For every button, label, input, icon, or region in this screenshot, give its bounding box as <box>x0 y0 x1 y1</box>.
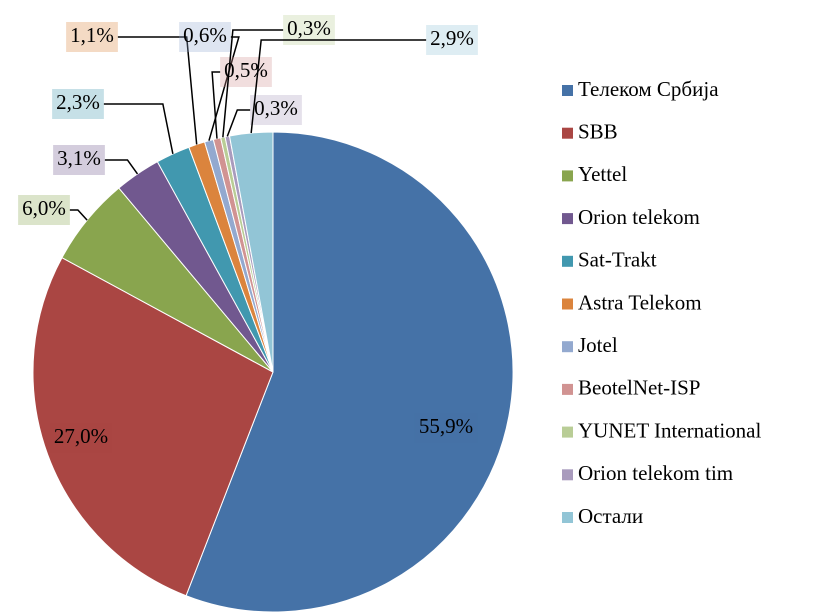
legend-swatch <box>562 170 573 182</box>
legend-label: Astra Telekom <box>578 290 702 314</box>
pie-slice <box>185 131 514 613</box>
data-label-box <box>52 89 104 119</box>
legend-swatch <box>562 298 573 310</box>
data-label: 6,0% <box>22 196 66 220</box>
data-label: 0,6% <box>183 23 227 47</box>
legend-label: Телеком Србија <box>578 77 719 101</box>
legend-label: Orion telekom tim <box>578 461 733 485</box>
legend-swatch <box>562 341 573 353</box>
data-label: 0,3% <box>287 16 331 40</box>
data-label-group: 3,1% <box>53 145 105 175</box>
pie-slice <box>32 257 274 597</box>
legend-swatch <box>562 426 573 438</box>
legend-label: BeotelNet-ISP <box>578 376 700 400</box>
legend-label: Остали <box>578 504 643 528</box>
data-label-group: 55,9% <box>414 413 478 443</box>
data-label: 55,9% <box>419 414 473 438</box>
data-label: 0,5% <box>224 58 268 82</box>
data-label-group: 0,6% <box>179 22 231 52</box>
data-label: 2,9% <box>430 26 474 50</box>
data-label-group: 27,0% <box>49 423 113 453</box>
legend-swatch <box>562 383 573 395</box>
data-label-group: 1,1% <box>66 22 118 52</box>
leader-line <box>226 109 251 137</box>
legend-swatch <box>562 255 573 267</box>
legend-label: YUNET International <box>578 418 761 442</box>
leader-line <box>222 29 284 138</box>
leader-line <box>104 159 139 175</box>
legend-swatch <box>562 85 573 96</box>
data-label-box <box>179 22 231 52</box>
data-label-box <box>18 195 70 225</box>
data-label-group: 6,0% <box>18 195 70 225</box>
leader-line <box>250 39 427 134</box>
legend-label: Yettel <box>578 162 627 186</box>
legend-label: Sat-Trakt <box>578 248 657 272</box>
data-label-box <box>49 423 113 453</box>
leader-line <box>117 36 198 145</box>
data-label: 2,3% <box>56 90 100 114</box>
legend-swatch <box>562 213 573 225</box>
data-label-group: 2,3% <box>52 89 104 119</box>
data-label-box <box>53 145 105 175</box>
data-label: 0,3% <box>254 96 298 120</box>
legend-swatch <box>562 512 573 523</box>
data-label-group: 2,9% <box>426 25 478 55</box>
data-label-box <box>250 95 302 125</box>
data-label-box <box>426 25 478 55</box>
leader-line <box>69 209 88 221</box>
data-label: 27,0% <box>54 424 108 448</box>
legend-label: SBB <box>578 120 618 144</box>
leader-line <box>211 71 221 139</box>
legend-label: Orion telekom <box>578 205 700 229</box>
legend-label: Jotel <box>578 333 618 357</box>
data-label: 1,1% <box>70 23 114 47</box>
leader-line <box>103 103 174 155</box>
data-label: 3,1% <box>57 146 101 170</box>
data-label-box <box>66 22 118 52</box>
data-label-box <box>414 413 478 443</box>
leader-line <box>208 36 240 141</box>
data-label-group: 0,3% <box>250 95 302 125</box>
legend-swatch <box>562 127 573 139</box>
legend-swatch <box>562 469 573 481</box>
